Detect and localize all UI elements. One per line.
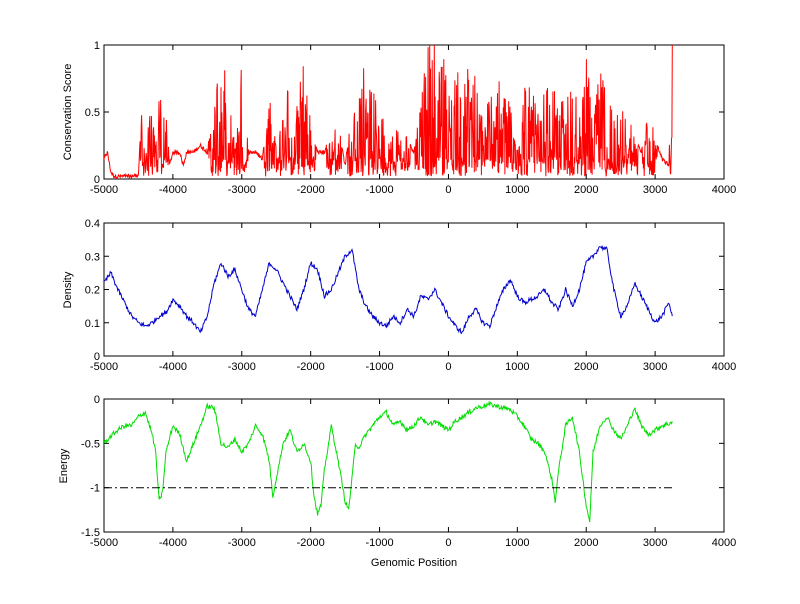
conservation-xtick-label: -5000: [90, 184, 118, 196]
energy-xtick-label: -5000: [90, 537, 118, 549]
density-xtick-label: -1000: [365, 361, 393, 373]
conservation-xtick-label: 0: [445, 184, 451, 196]
density-ytick-label: 0: [94, 351, 100, 363]
energy-ytick-label: 0: [94, 394, 100, 406]
energy-xtick-label: 4000: [712, 537, 736, 549]
conservation-xtick-label: -3000: [228, 184, 256, 196]
energy-xtick-label: -4000: [159, 537, 187, 549]
density-xtick-label: -2000: [297, 361, 325, 373]
energy-ytick-label: -1.5: [81, 527, 100, 539]
density-xtick-label: -3000: [228, 361, 256, 373]
energy-ytick-label: -0.5: [81, 438, 100, 450]
density-plot-area: [103, 222, 725, 357]
density-xtick-label: 0: [445, 361, 451, 373]
energy-panel: -5000 -4000 -3000 -2000 -1000 0 1000 2000 3000 40…: [58, 394, 736, 569]
energy-ytick-label: -1: [90, 483, 100, 495]
density-ticks: -5000 -4000 -3000 -2000 -1000 0 1000 2000 3000 40…: [85, 218, 737, 373]
density-xtick-label: -5000: [90, 361, 118, 373]
conservation-series-layer: [104, 45, 673, 179]
conservation-xtick-label: -2000: [297, 184, 325, 196]
energy-xtick-label: 2000: [574, 537, 598, 549]
density-xtick-label: -4000: [159, 361, 187, 373]
conservation-xtick-label: -4000: [159, 184, 187, 196]
conservation-series-0-line: [104, 45, 673, 179]
conservation-ytick-label: 1: [94, 40, 100, 52]
density-xtick-label: 4000: [712, 361, 736, 373]
conservation-ylabel: Conservation Score: [62, 64, 74, 161]
density-panel: -5000 -4000 -3000 -2000 -1000 0 1000 2000 3000 40…: [62, 218, 736, 373]
density-ylabel: Density: [62, 271, 74, 308]
density-ytick-label: 0.2: [85, 285, 100, 297]
energy-xtick-label: 1000: [505, 537, 529, 549]
density-xtick-label: 1000: [505, 361, 529, 373]
density-series-0-line: [104, 245, 673, 335]
conservation-xtick-label: 3000: [643, 184, 667, 196]
energy-xtick-label: 3000: [643, 537, 667, 549]
conservation-xtick-label: 2000: [574, 184, 598, 196]
energy-xtick-label: -2000: [297, 537, 325, 549]
energy-xtick-label: -3000: [228, 537, 256, 549]
energy-ylabel: Energy: [58, 448, 70, 483]
conservation-xtick-label: -1000: [365, 184, 393, 196]
energy-ticks: -5000 -4000 -3000 -2000 -1000 0 1000 2000 3000 40…: [81, 394, 736, 549]
conservation-ytick-label: 0.5: [85, 107, 100, 119]
density-xtick-label: 2000: [574, 361, 598, 373]
conservation-ytick-label: 0: [94, 174, 100, 186]
density-ytick-label: 0.4: [85, 218, 100, 230]
energy-xtick-label: 0: [445, 537, 451, 549]
energy-plot-area: [103, 398, 725, 533]
density-xtick-label: 3000: [643, 361, 667, 373]
energy-series-layer: [104, 400, 673, 523]
conservation-xtick-label: 1000: [505, 184, 529, 196]
conservation-ticks: -5000 -4000 -3000 -2000 -1000 0 1000 2000 3000 40…: [85, 40, 737, 196]
conservation-panel: -5000 -4000 -3000 -2000 -1000 0 1000 2000 3000 40…: [62, 40, 736, 196]
conservation-xtick-label: 4000: [712, 184, 736, 196]
energy-xlabel: Genomic Position: [371, 557, 457, 569]
density-ytick-label: 0.1: [85, 318, 100, 330]
energy-series-0-line: [104, 400, 673, 523]
density-ytick-label: 0.3: [85, 251, 100, 263]
energy-xtick-label: -1000: [365, 537, 393, 549]
density-series-layer: [104, 245, 673, 335]
